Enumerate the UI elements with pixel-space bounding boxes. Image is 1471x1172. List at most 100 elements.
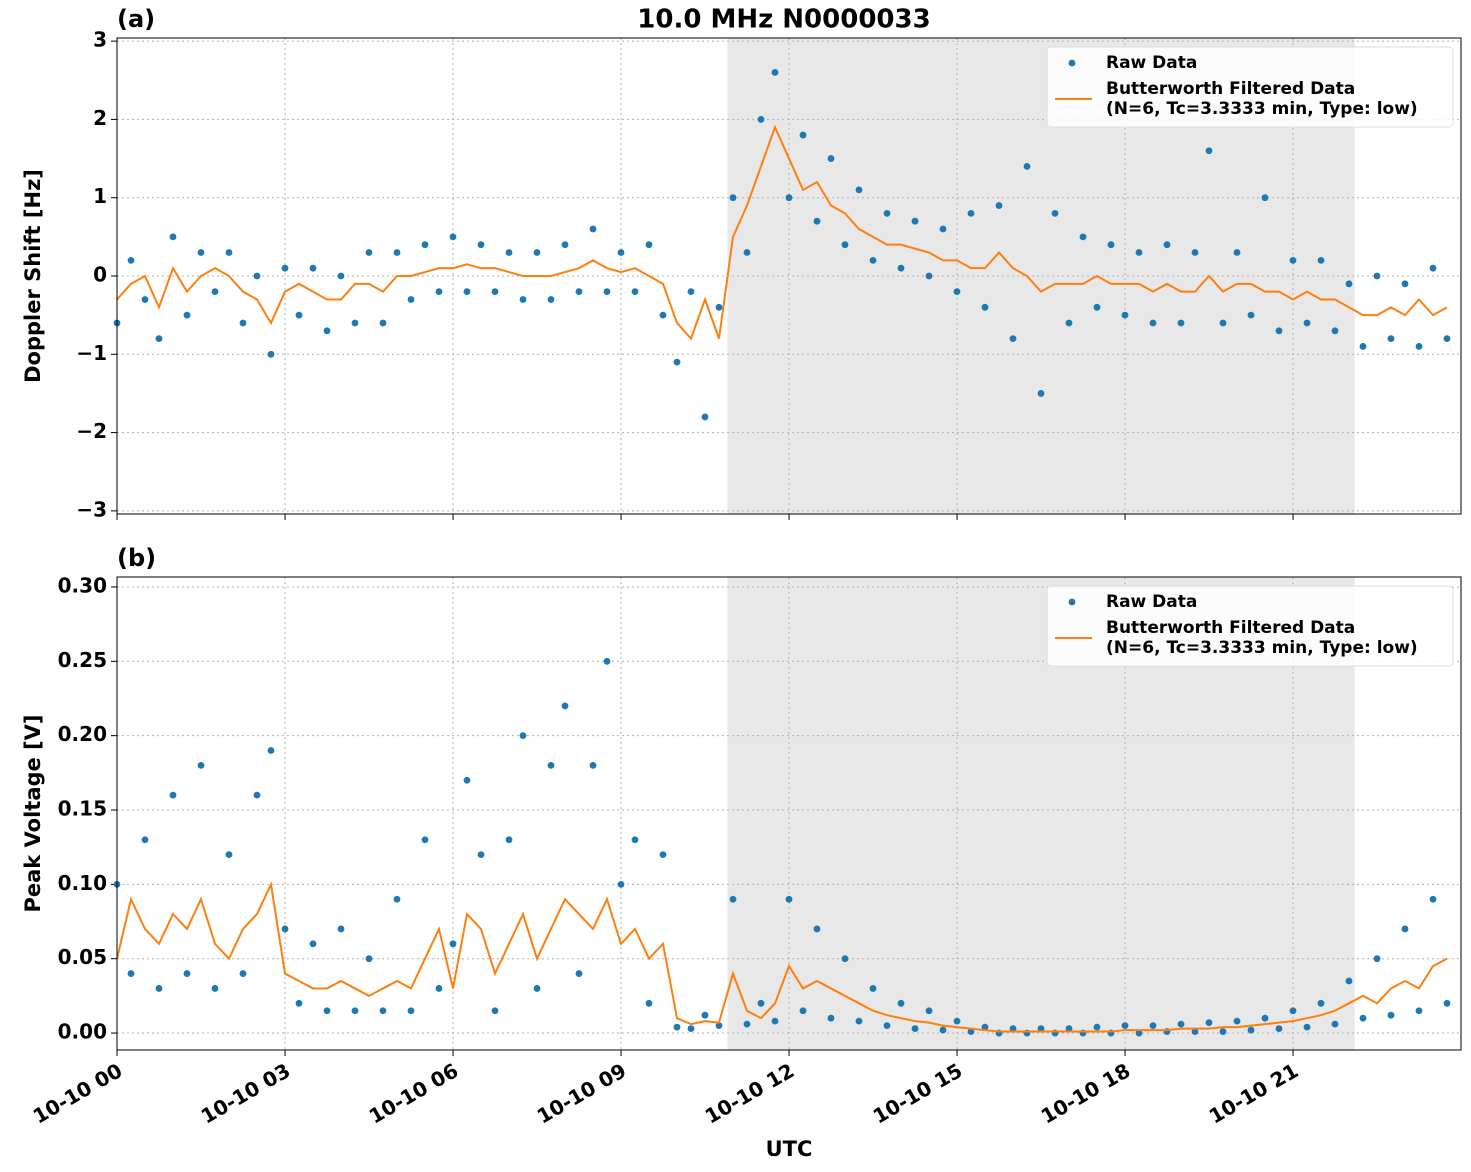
raw-point xyxy=(253,272,261,280)
raw-point xyxy=(729,194,737,202)
raw-point xyxy=(1107,241,1115,249)
raw-point xyxy=(967,209,975,217)
raw-point xyxy=(925,272,933,280)
raw-point xyxy=(169,233,177,241)
raw-point xyxy=(379,1007,387,1015)
raw-point xyxy=(771,69,779,76)
raw-point xyxy=(155,985,163,992)
raw-point xyxy=(323,327,331,335)
raw-point xyxy=(911,217,919,225)
raw-point xyxy=(449,233,457,241)
raw-point xyxy=(575,970,583,977)
legend-marker xyxy=(1068,598,1076,606)
raw-point xyxy=(183,311,191,319)
raw-point xyxy=(855,186,863,194)
x-tick-label: 10-10 12 xyxy=(701,1058,799,1128)
raw-point xyxy=(183,970,191,977)
raw-point xyxy=(883,1022,891,1030)
raw-point xyxy=(967,1028,975,1035)
raw-point xyxy=(1093,1023,1101,1031)
raw-point xyxy=(1065,319,1073,327)
raw-point xyxy=(491,1007,499,1015)
y-tick-label: −1 xyxy=(76,341,107,365)
raw-point xyxy=(295,999,303,1007)
y-tick-label: 0.15 xyxy=(58,797,107,821)
raw-point xyxy=(1009,1025,1017,1032)
raw-point xyxy=(631,288,639,296)
panel-label: (a) xyxy=(117,5,155,33)
raw-point xyxy=(365,955,373,963)
raw-point xyxy=(939,225,947,233)
raw-point xyxy=(855,1017,863,1025)
raw-point xyxy=(827,1014,835,1022)
x-tick-label: 10-10 21 xyxy=(1205,1058,1303,1128)
raw-point xyxy=(295,311,303,319)
x-axis-label: UTC xyxy=(766,1137,813,1161)
raw-point xyxy=(141,836,149,844)
raw-point xyxy=(1219,1028,1227,1035)
raw-point xyxy=(1275,1025,1283,1032)
y-tick-label: 0.20 xyxy=(58,722,107,746)
raw-point xyxy=(1429,895,1437,903)
raw-point xyxy=(127,970,135,977)
raw-point xyxy=(1065,1025,1073,1032)
y-tick-label: 0.05 xyxy=(58,945,107,969)
x-tick-label: 10-10 18 xyxy=(1037,1058,1135,1128)
raw-point xyxy=(365,249,373,256)
legend-box xyxy=(1046,585,1454,667)
raw-point xyxy=(435,985,443,992)
raw-point xyxy=(911,1025,919,1032)
x-tick-label: 10-10 00 xyxy=(29,1058,127,1128)
raw-point xyxy=(1303,1023,1311,1031)
raw-point xyxy=(505,836,513,844)
raw-point xyxy=(337,272,345,280)
panel-label: (b) xyxy=(117,544,156,572)
raw-point xyxy=(687,1025,695,1032)
raw-point xyxy=(1317,256,1325,264)
raw-point xyxy=(1247,1026,1255,1034)
raw-point xyxy=(715,303,723,311)
raw-point xyxy=(701,413,709,421)
legend-label: Butterworth Filtered Data (N=6, Tc=3.3333… xyxy=(1106,79,1418,119)
raw-point xyxy=(897,999,905,1007)
raw-point xyxy=(141,296,149,303)
y-axis-label: Peak Voltage [V] xyxy=(21,714,45,912)
raw-point xyxy=(645,241,653,249)
raw-point xyxy=(841,241,849,249)
filtered-line xyxy=(116,124,1448,341)
raw-point xyxy=(1261,1014,1269,1022)
raw-point xyxy=(757,116,765,123)
legend-label: Raw Data xyxy=(1106,53,1197,73)
raw-point xyxy=(561,241,569,249)
raw-point xyxy=(799,1007,807,1015)
y-tick-label: 0.00 xyxy=(58,1020,107,1044)
raw-point xyxy=(1331,327,1339,335)
raw-point xyxy=(1443,999,1451,1007)
y-tick-label: −3 xyxy=(76,497,107,521)
x-tick-label: 10-10 15 xyxy=(869,1058,967,1128)
raw-point xyxy=(1163,241,1171,249)
raw-point xyxy=(1037,390,1045,397)
raw-point xyxy=(617,249,625,256)
y-tick-label: 1 xyxy=(93,184,107,208)
raw-point xyxy=(225,249,233,256)
raw-point xyxy=(1359,343,1367,350)
raw-point xyxy=(281,264,289,272)
raw-point xyxy=(1149,319,1157,327)
raw-point xyxy=(757,999,765,1007)
legend-label: Raw Data xyxy=(1106,592,1197,612)
raw-point xyxy=(869,985,877,992)
raw-point xyxy=(1079,233,1087,241)
raw-point xyxy=(127,256,135,264)
raw-point xyxy=(253,791,261,799)
raw-point xyxy=(589,761,597,769)
raw-point xyxy=(197,761,205,769)
raw-point xyxy=(169,791,177,799)
raw-point xyxy=(547,761,555,769)
y-tick-label: 0.25 xyxy=(58,648,107,672)
raw-point xyxy=(1205,147,1213,155)
raw-point xyxy=(883,209,891,217)
raw-point xyxy=(407,296,415,303)
raw-point xyxy=(785,194,793,202)
plot-frame xyxy=(116,576,1462,1051)
